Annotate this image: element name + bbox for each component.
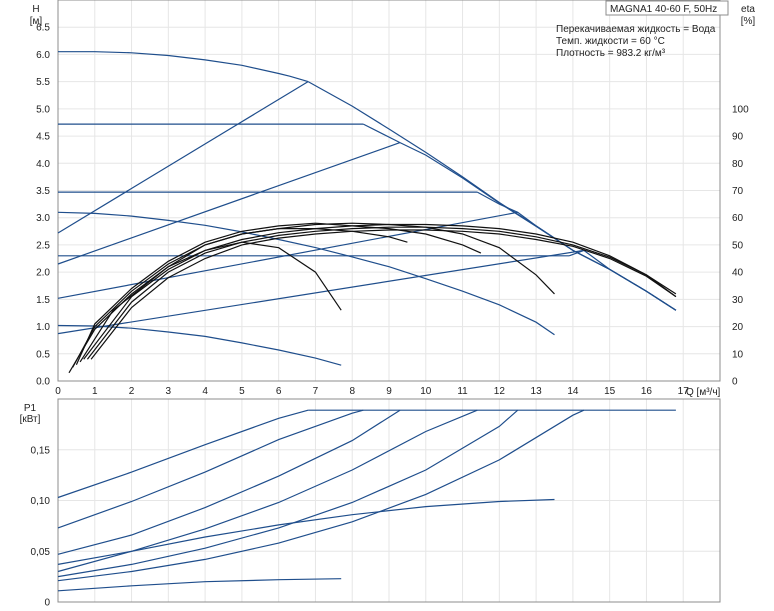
head-curve (57, 211, 518, 299)
efficiency-curve (83, 223, 677, 360)
power-curves (57, 409, 676, 592)
power-curve (57, 409, 309, 499)
head-curve (58, 51, 309, 83)
head-tick-label: 1.5 (36, 295, 50, 306)
temperature-note: Темп. жидкости = 60 °C (556, 36, 665, 47)
efficiency-curve (90, 229, 677, 360)
head-curve (57, 324, 342, 366)
head-tick-label: 4.5 (36, 132, 50, 143)
efficiency-tick-label: 90 (732, 132, 744, 143)
x-tick-label: 4 (202, 386, 208, 397)
x-tick-label: 1 (92, 386, 98, 397)
power-curve (57, 578, 342, 592)
efficiency-tick-label: 60 (732, 213, 744, 224)
x-tick-label: 15 (604, 386, 616, 397)
efficiency-tick-label: 40 (732, 268, 744, 279)
power-chart-grid (57, 399, 720, 603)
head-tick-label: 3.0 (36, 213, 50, 224)
power-curve (57, 409, 519, 578)
x-tick-label: 3 (166, 386, 172, 397)
head-curve (57, 249, 584, 335)
head-tick-label: 3.5 (36, 186, 50, 197)
efficiency-axis-title: eta (741, 4, 755, 15)
head-axis-title: H (32, 4, 39, 15)
x-tick-label: 12 (494, 386, 506, 397)
head-tick-label: 2.0 (36, 268, 50, 279)
efficiency-tick-label: 100 (732, 104, 749, 115)
head-curve (57, 81, 309, 234)
power-curve (57, 409, 585, 582)
fluid-note: Перекачиваемая жидкость = Вода (556, 24, 716, 35)
x-tick-label: 2 (129, 386, 135, 397)
head-curve (57, 211, 555, 336)
power-chart-frame (57, 398, 721, 603)
head-tick-label: 5.0 (36, 104, 50, 115)
power-axis-unit: [кВт] (20, 414, 41, 425)
x-tick-label: 17 (678, 386, 690, 397)
head-axis-unit: [м] (30, 16, 43, 27)
efficiency-tick-label: 70 (732, 186, 744, 197)
x-tick-labels: 0 1 2 3 4 5 6 7 8 9 10 11 12 13 14 15 16 17 (55, 386, 689, 397)
power-tick-label: 0 (44, 598, 50, 609)
head-tick-label: 2.5 (36, 240, 50, 251)
efficiency-curve (72, 228, 408, 368)
head-tick-label: 1.0 (36, 322, 50, 333)
title-box (605, 0, 729, 16)
head-tick-labels: 0.0 0.5 1.0 1.5 2.0 2.5 3.0 3.5 4.0 4.5 5.0 5.5 6.0 6… (36, 23, 50, 388)
x-tick-label: 8 (349, 386, 355, 397)
chart-title: MAGNA1 40-60 F, 50Hz (610, 4, 717, 15)
power-tick-labels: 0 0,05 0,10 0,15 (31, 445, 51, 608)
power-tick-label: 0,05 (31, 547, 51, 558)
efficiency-curve (75, 222, 482, 365)
power-curve (57, 409, 364, 529)
power-tick-label: 0,15 (31, 445, 51, 456)
x-tick-label: 13 (531, 386, 543, 397)
x-tick-label: 9 (386, 386, 392, 397)
efficiency-tick-label: 80 (732, 159, 744, 170)
head-curves (57, 51, 677, 366)
power-curve (57, 409, 478, 573)
efficiency-curves (68, 222, 677, 374)
efficiency-tick-label: 30 (732, 295, 744, 306)
power-curve (57, 409, 401, 555)
efficiency-tick-label: 10 (732, 349, 744, 360)
efficiency-tick-label: 50 (732, 240, 744, 251)
x-tick-label: 5 (239, 386, 245, 397)
x-tick-label: 6 (276, 386, 282, 397)
x-tick-label: 16 (641, 386, 653, 397)
efficiency-curve (86, 226, 677, 360)
flow-axis-title: Q [м³/ч] (686, 387, 721, 398)
head-curve (568, 249, 677, 311)
head-chart-frame (57, 0, 721, 382)
head-tick-label: 0.0 (36, 377, 50, 388)
density-note: Плотность = 983.2 кг/м³ (556, 48, 666, 59)
efficiency-tick-label: 0 (732, 377, 738, 388)
head-tick-label: 5.5 (36, 77, 50, 88)
head-tick-label: 6.0 (36, 50, 50, 61)
power-tick-label: 0,10 (31, 496, 51, 507)
power-curve (57, 498, 555, 565)
head-curve (57, 142, 401, 265)
efficiency-tick-label: 20 (732, 322, 744, 333)
x-tick-label: 11 (457, 386, 468, 397)
power-axis-title: P1 (24, 403, 37, 414)
head-tick-label: 0.5 (36, 349, 50, 360)
x-tick-label: 7 (313, 386, 319, 397)
efficiency-axis-unit: [%] (741, 16, 756, 27)
head-chart-grid (57, 0, 720, 382)
head-curve (363, 123, 677, 311)
efficiency-tick-labels: 0 10 20 30 40 50 60 70 80 90 100 (732, 104, 749, 387)
head-tick-label: 4.0 (36, 159, 50, 170)
x-tick-label: 10 (420, 386, 432, 397)
head-tick-label: 6.5 (36, 23, 50, 34)
x-tick-label: 14 (567, 386, 579, 397)
x-tick-label: 0 (55, 386, 61, 397)
efficiency-curve (79, 222, 555, 363)
